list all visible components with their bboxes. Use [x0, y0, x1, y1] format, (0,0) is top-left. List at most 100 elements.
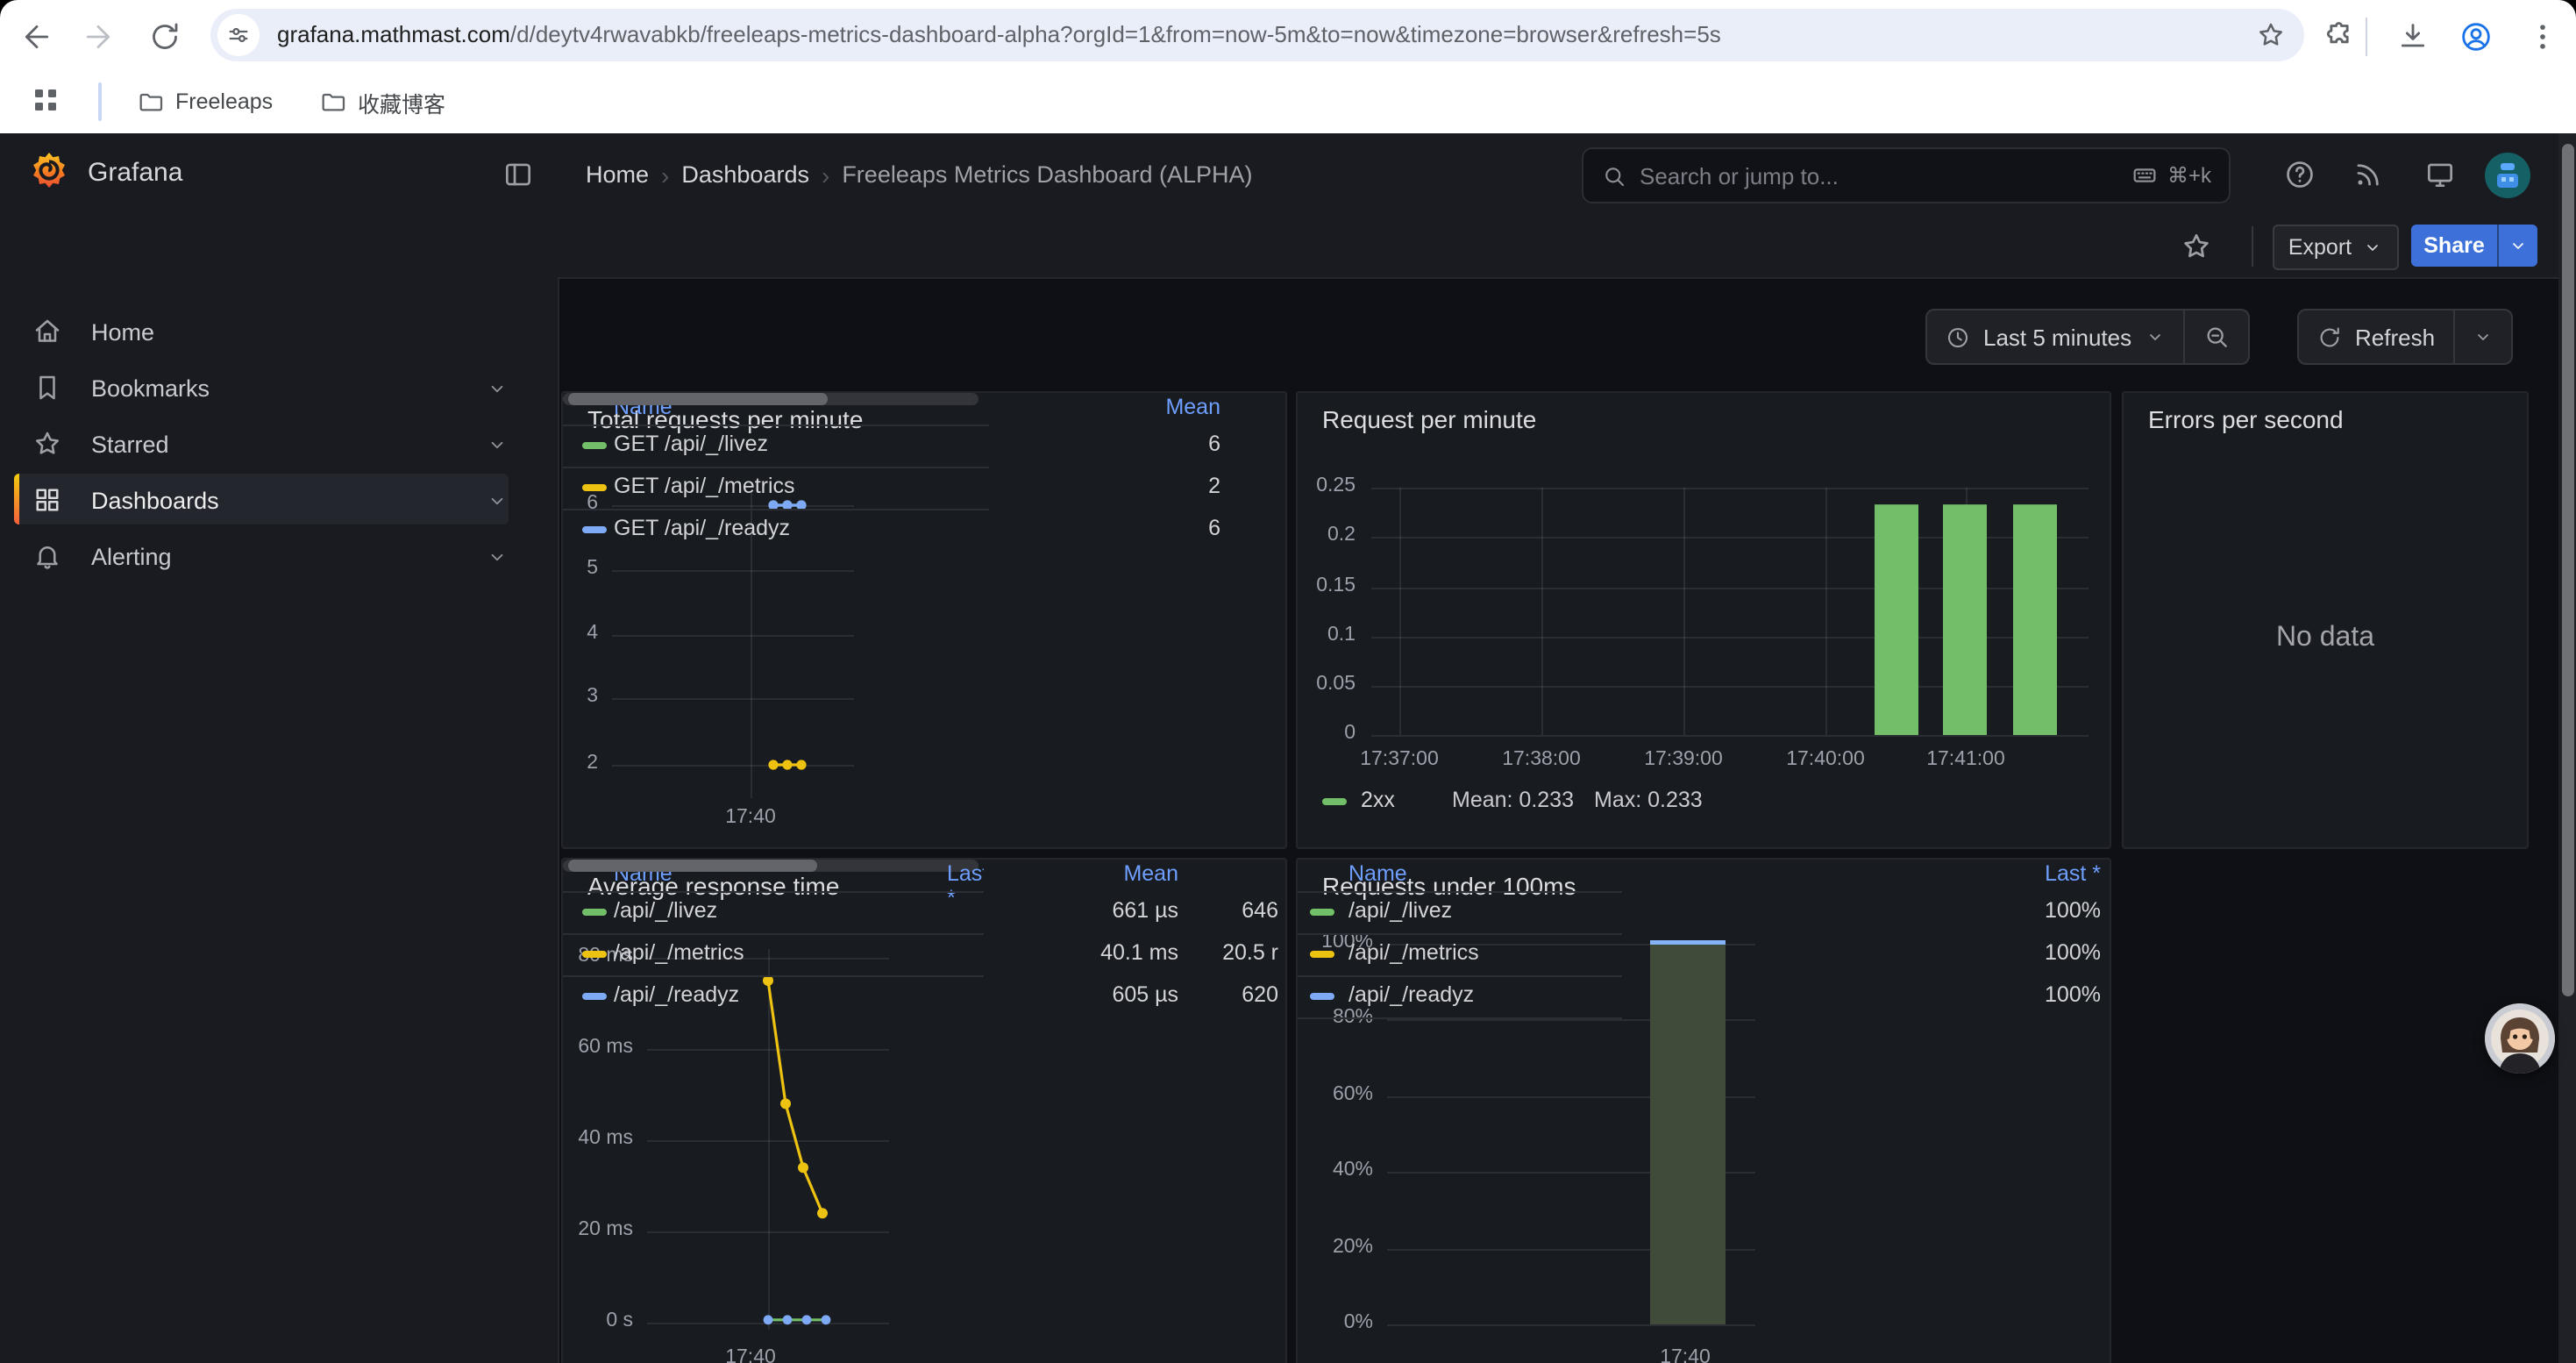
grafana-logo[interactable] [28, 149, 70, 198]
menu-kebab-icon[interactable] [2525, 19, 2560, 54]
sidebar-item-bookmarks[interactable]: Bookmarks [0, 361, 558, 414]
bookmark-item[interactable]: 收藏博客 [305, 79, 459, 125]
site-settings-chip[interactable] [217, 14, 260, 56]
gridline [1371, 686, 2089, 688]
export-button[interactable]: Export [2273, 225, 2399, 270]
legend-series-name[interactable]: GET /api/_/metrics [614, 474, 795, 498]
legend-series-name[interactable]: /api/_/readyz [1348, 982, 1474, 1007]
legend-divider [1298, 933, 1622, 935]
y-tick-label: 0.2 [1298, 525, 1356, 546]
x-tick-label: 17:41:00 [1913, 749, 2018, 770]
legend-series-name[interactable]: GET /api/_/readyz [614, 516, 790, 540]
sidebar-item-home[interactable]: Home [0, 305, 558, 358]
scrollbar-thumb[interactable] [568, 860, 817, 872]
sidebar-item-alerting[interactable]: Alerting [0, 530, 558, 582]
share-split-button: Share [2411, 225, 2537, 267]
gridline [1387, 1096, 1755, 1098]
y-tick-label: 20% [1298, 1237, 1373, 1258]
download-icon[interactable] [2395, 19, 2430, 54]
legend-series-name[interactable]: /api/_/livez [614, 898, 717, 923]
legend-series-name[interactable]: /api/_/livez [1348, 898, 1452, 923]
legend-col-header[interactable]: Last * [947, 861, 984, 910]
bookmark-star-icon[interactable] [2255, 19, 2287, 51]
legend-series-name[interactable]: /api/_/metrics [1348, 940, 1479, 965]
bar-chart: 0.250.20.150.10.05017:37:0017:38:0017:39… [1298, 393, 2110, 847]
zoom-out-button[interactable] [2184, 310, 2247, 363]
gridline [612, 505, 854, 507]
legend-divider [563, 933, 984, 935]
product-name[interactable]: Grafana [88, 158, 182, 188]
user-avatar[interactable] [2485, 153, 2530, 198]
series-swatch [1310, 993, 1334, 1000]
gridline [1399, 488, 1401, 735]
gridline [1371, 588, 2089, 589]
legend-scrollbar[interactable] [563, 860, 978, 872]
x-tick-label: 17:39:00 [1631, 749, 1736, 770]
legend-series-name[interactable]: /api/_/metrics [614, 940, 744, 965]
legend-series-name[interactable]: GET /api/_/livez [614, 432, 768, 456]
gridline [612, 698, 854, 700]
x-tick-label: 17:40 [707, 1347, 794, 1363]
timeseries-chart: 6543217:40NameMeanGET /api/_/livez6GET /… [563, 393, 1285, 847]
legend-scrollbar[interactable] [563, 393, 978, 405]
bookmarks-divider [98, 82, 102, 121]
breadcrumb-separator: › [649, 161, 681, 189]
chevron-down-icon[interactable] [486, 432, 509, 455]
refresh-button[interactable]: Refresh [2299, 310, 2452, 363]
reload-icon[interactable] [147, 19, 182, 54]
chevron-down-icon [2144, 326, 2165, 347]
tune-icon [224, 21, 253, 49]
grafana-header: Grafana Home›Dashboards›Freeleaps Metric… [0, 133, 2576, 218]
grafana-app: Grafana Home›Dashboards›Freeleaps Metric… [0, 133, 2576, 1363]
chevron-down-icon[interactable] [486, 376, 509, 399]
sidebar-item-label: Dashboards [91, 487, 219, 513]
legend-divider [563, 975, 984, 977]
legend-series-name[interactable]: /api/_/readyz [614, 982, 739, 1007]
panel-requests-under-100ms: Requests under 100ms 100%80%60%40%20%0%1… [1296, 858, 2111, 1363]
series-swatch [582, 484, 607, 491]
extensions-icon[interactable] [2322, 19, 2357, 54]
forward-icon[interactable] [81, 19, 116, 54]
refresh-interval-button[interactable] [2454, 310, 2510, 363]
chevron-down-icon [2362, 237, 2383, 258]
legend-series-name[interactable]: 2xx [1361, 788, 1395, 812]
series-swatch [1322, 798, 1347, 805]
legend-table: NameMeanLast */api/_/livez661 µs646/api/… [563, 860, 984, 1053]
profile-icon[interactable] [2459, 19, 2494, 54]
y-tick-label: 0 [1298, 723, 1356, 744]
rss-icon[interactable] [2352, 158, 2385, 191]
gridline [1387, 1172, 1755, 1174]
scrollbar-thumb[interactable] [568, 393, 828, 405]
monitor-icon[interactable] [2423, 158, 2457, 191]
search-input[interactable]: Search or jump to... ⌘+k [1582, 147, 2231, 203]
sidebar-item-dashboards[interactable]: Dashboards [0, 474, 558, 526]
star-outline-icon[interactable] [2180, 230, 2213, 263]
help-icon[interactable] [2283, 158, 2316, 191]
y-tick-label: 40% [1298, 1160, 1373, 1181]
search-shortcut: ⌘+k [2167, 163, 2211, 188]
assistant-avatar[interactable] [2485, 1003, 2555, 1074]
clock-icon [1945, 324, 1971, 350]
panel-title[interactable]: Errors per second [2148, 405, 2344, 433]
chevron-down-icon[interactable] [486, 489, 509, 511]
y-tick-label: 0.05 [1298, 674, 1356, 695]
breadcrumb-item[interactable]: Dashboards [681, 161, 809, 188]
chevron-down-icon[interactable] [486, 545, 509, 567]
page-scrollbar[interactable] [2558, 133, 2576, 1363]
time-range-picker[interactable]: Last 5 minutes [1927, 310, 2182, 363]
bookmark-label: 收藏博客 [358, 85, 445, 118]
address-bar[interactable]: grafana.mathmast.com/d/deytv4rwavabkb/fr… [210, 9, 2304, 61]
back-icon[interactable] [19, 19, 54, 54]
breadcrumb-item[interactable]: Home [586, 161, 649, 188]
sidebar-item-starred[interactable]: Starred [0, 417, 558, 470]
legend-col-header[interactable]: Name [1348, 861, 1407, 886]
scrollbar-thumb[interactable] [2561, 144, 2573, 996]
y-tick-label: 60 ms [563, 1037, 633, 1058]
legend-divider [1298, 1017, 1622, 1019]
bookmark-item[interactable]: Freeleaps [123, 79, 287, 125]
apps-grid-icon[interactable] [30, 84, 61, 116]
share-menu-button[interactable] [2497, 225, 2537, 267]
time-range-group: Last 5 minutes [1925, 309, 2249, 365]
share-button[interactable]: Share [2411, 225, 2497, 267]
collapse-menu-icon[interactable] [502, 158, 535, 191]
